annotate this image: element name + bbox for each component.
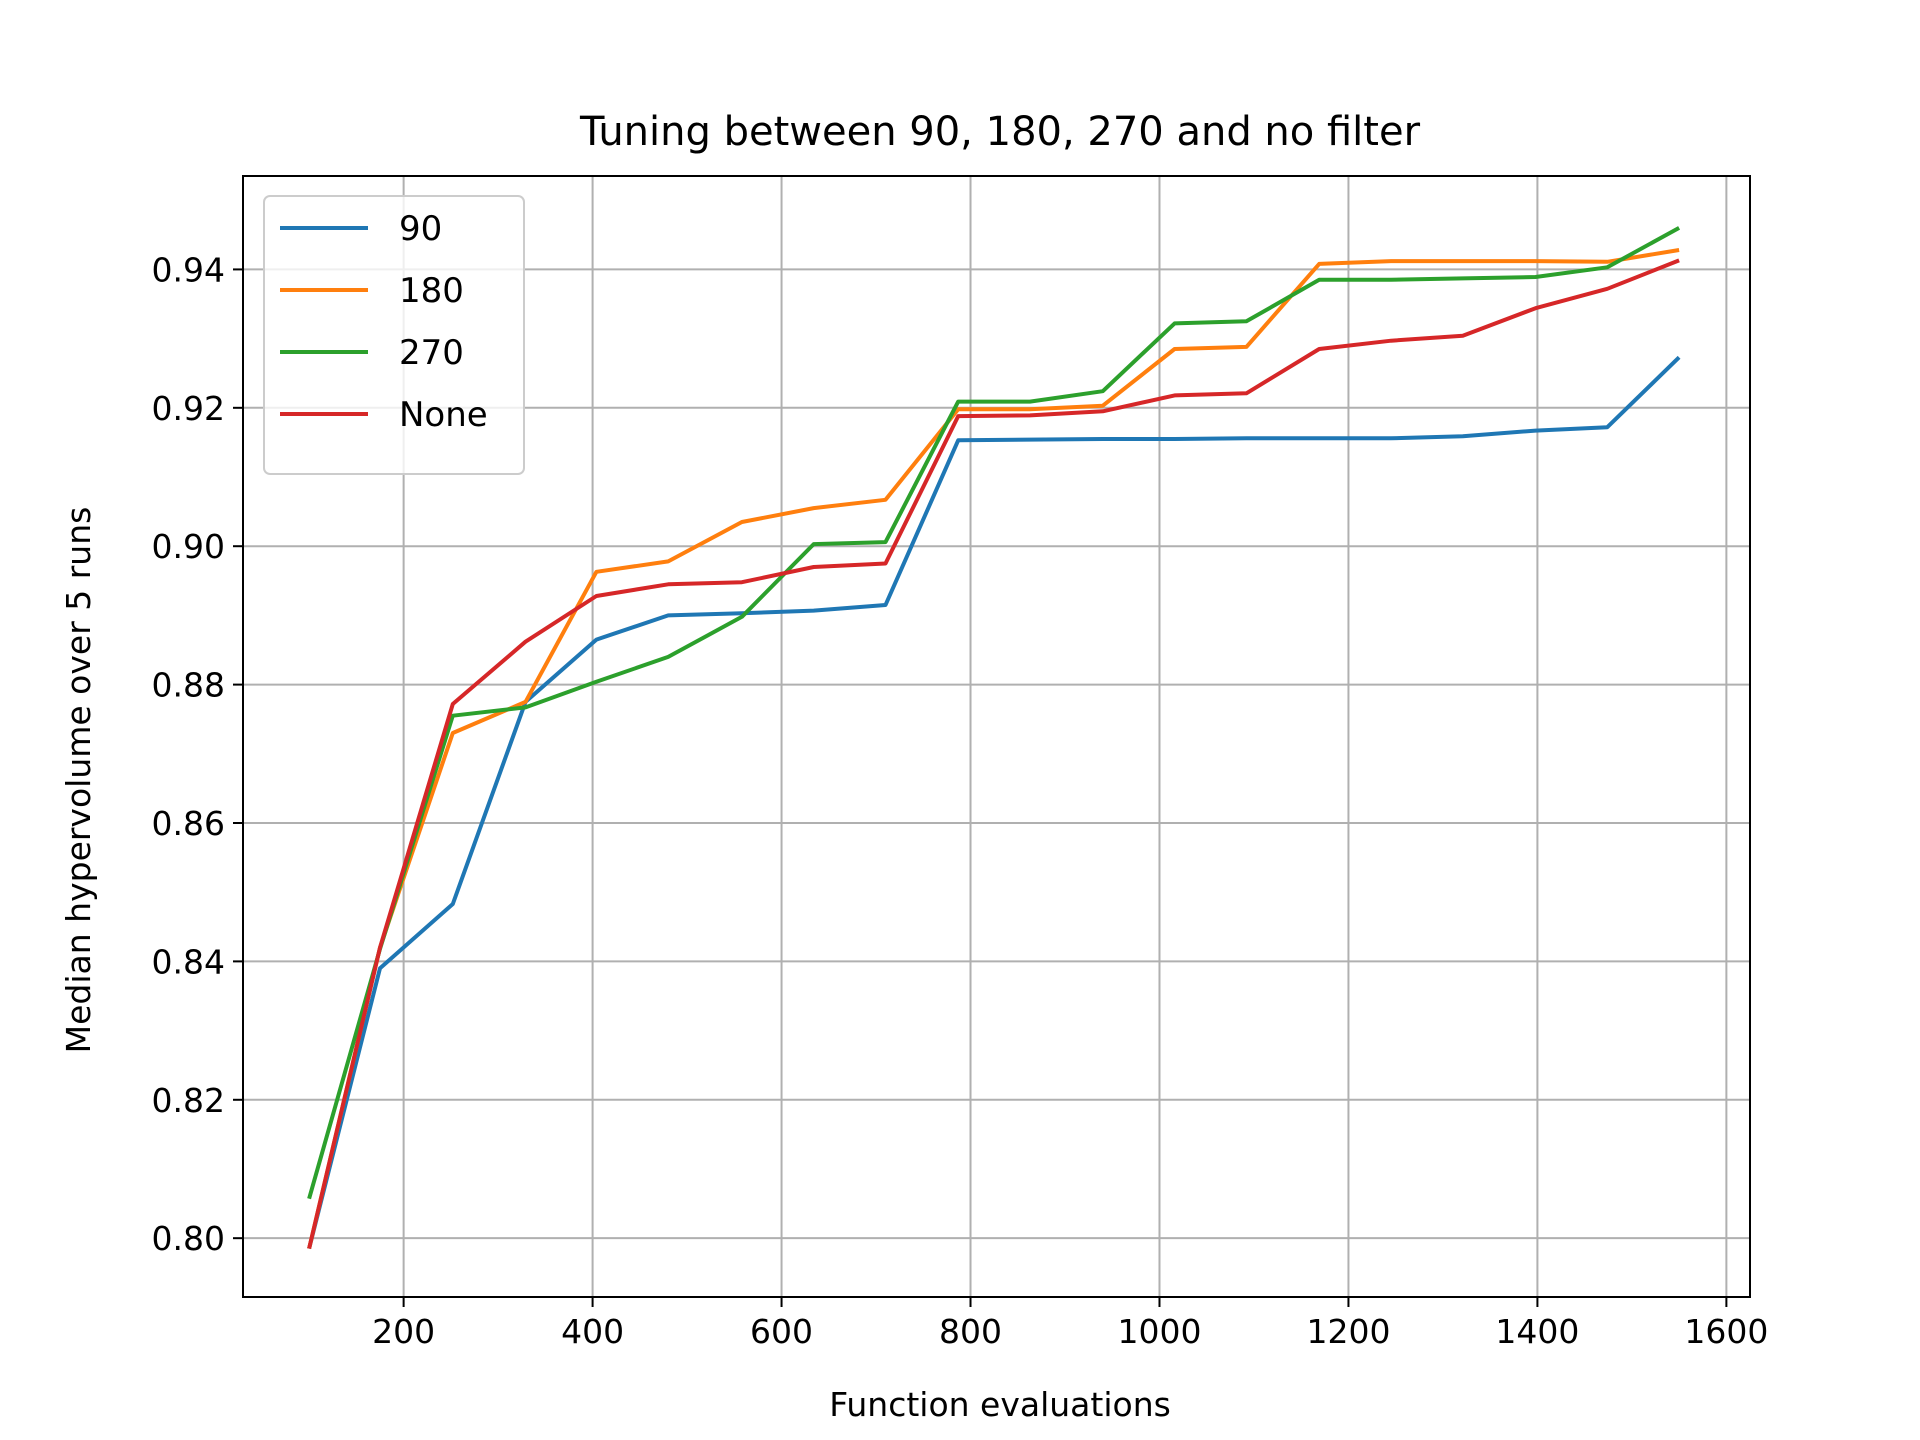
y-axis-label: Median hypervolume over 5 runs	[59, 507, 98, 1054]
y-tick-label: 0.88	[152, 666, 225, 705]
legend: 90 180 270 None	[263, 195, 525, 475]
y-tick-label: 0.86	[152, 804, 225, 843]
series-lines	[307, 226, 1681, 1250]
series-line-none	[307, 258, 1680, 1250]
x-tick-label: 1400	[1495, 1312, 1579, 1351]
legend-label: None	[399, 395, 488, 435]
legend-label: 180	[399, 271, 464, 311]
x-axis-label: Function evaluations	[829, 1385, 1171, 1424]
plot-area-frame	[242, 175, 1751, 1298]
y-tick-label: 0.84	[152, 942, 225, 981]
y-axis-ticks: 0.80 0.82 0.84 0.86 0.88 0.90 0.92 0.94	[152, 250, 243, 1258]
y-tick-label: 0.94	[152, 250, 225, 289]
y-tick-label: 0.82	[152, 1081, 225, 1120]
x-tick-label: 800	[939, 1312, 1002, 1351]
legend-label: 270	[399, 333, 464, 373]
x-tick-label: 1200	[1306, 1312, 1390, 1351]
y-tick-label: 0.90	[152, 527, 225, 566]
x-axis-ticks: 200 400 600 800 1000 1200 1400 1600	[372, 1297, 1768, 1351]
x-tick-label: 1600	[1684, 1312, 1768, 1351]
series-line-270	[307, 226, 1681, 1200]
series-line-90	[307, 355, 1681, 1250]
series-line-180	[307, 248, 1680, 1250]
x-tick-label: 600	[750, 1312, 813, 1351]
y-tick-label: 0.92	[152, 389, 225, 428]
x-tick-label: 400	[561, 1312, 624, 1351]
legend-box	[263, 195, 525, 475]
x-tick-label: 200	[372, 1312, 435, 1351]
legend-label: 90	[399, 209, 442, 249]
y-tick-label: 0.80	[152, 1219, 225, 1258]
x-tick-label: 1000	[1117, 1312, 1201, 1351]
chart-title: Tuning between 90, 180, 270 and no filte…	[579, 109, 1421, 155]
